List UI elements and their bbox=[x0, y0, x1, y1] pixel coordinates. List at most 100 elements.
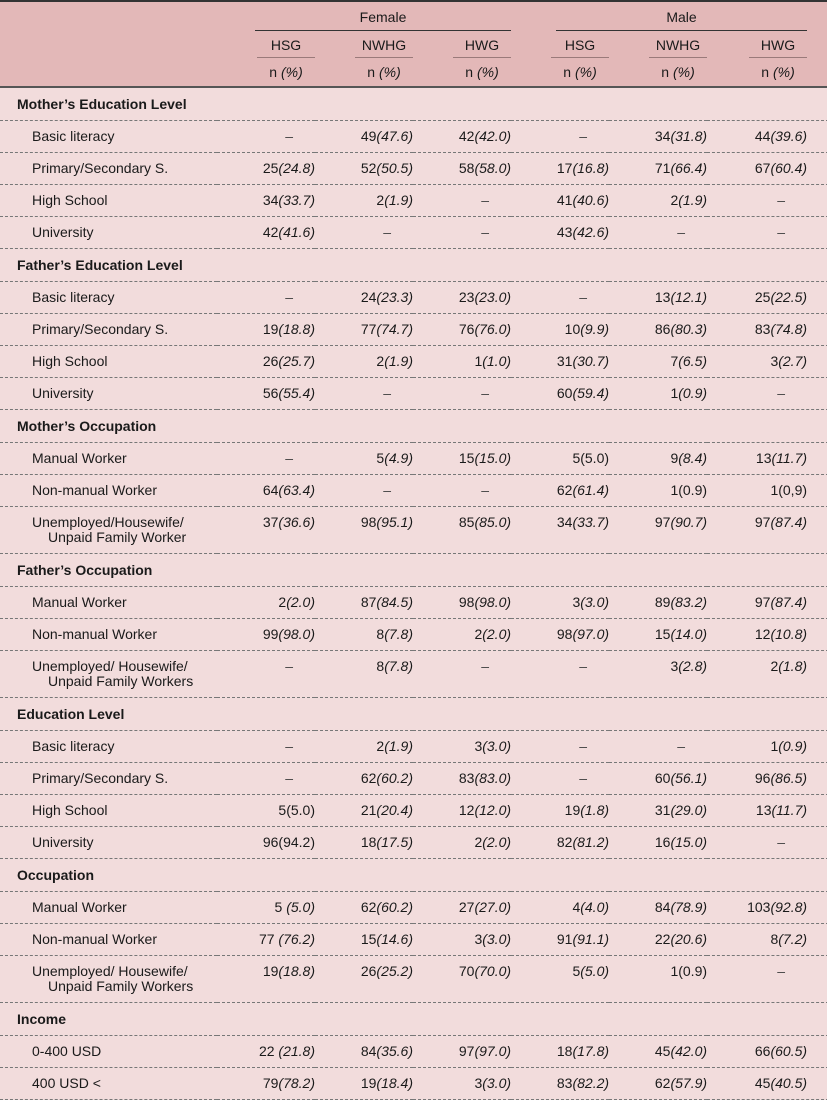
table-row: High School 5(5.0) 21(20.4) 12(12.0) 19(1.8)… bbox=[0, 795, 827, 827]
empty-value: – bbox=[481, 658, 490, 674]
percent-value: (1.0) bbox=[482, 353, 512, 369]
row-label: Unemployed/ Housewife/Unpaid Family Work… bbox=[0, 651, 217, 698]
percent-value: (40.6) bbox=[572, 192, 610, 208]
row-label-line: Unpaid Family Worker bbox=[48, 529, 187, 545]
count-value: 91 bbox=[556, 931, 573, 947]
table-cell: 18(17.8) bbox=[511, 1036, 609, 1068]
count-value: 45 bbox=[754, 1075, 771, 1091]
table-cell: 70(70.0) bbox=[413, 956, 511, 1003]
count-value: 70 bbox=[458, 963, 475, 979]
percent-value: (29.0) bbox=[670, 802, 708, 818]
table-cell: 3(3.0) bbox=[511, 587, 609, 619]
count-value: 3 bbox=[670, 658, 679, 674]
table-row: High School 26(25.7) 2(1.9) 1(1.0) 31(30.7) 7… bbox=[0, 346, 827, 378]
empty-value: – bbox=[579, 770, 588, 786]
percent-value: (27.0) bbox=[474, 899, 512, 915]
section-title: Father’s Occupation bbox=[17, 562, 153, 578]
count-value: 19 bbox=[262, 321, 279, 337]
percent-value: (10.8) bbox=[770, 626, 808, 642]
table-cell: 8(7.2) bbox=[707, 924, 827, 956]
count-value: 66 bbox=[754, 1043, 771, 1059]
table-row: University 42(41.6) – – 43(42.6) – – bbox=[0, 217, 827, 249]
table-cell: 19(18.8) bbox=[217, 314, 315, 346]
table-row: University 96(94.2) 18(17.5) 2(2.0) 82(81.2)… bbox=[0, 827, 827, 859]
table-cell: 27(27.0) bbox=[413, 892, 511, 924]
table-cell: 83(83.0) bbox=[413, 763, 511, 795]
table-cell: 26(25.2) bbox=[315, 956, 413, 1003]
section-header-row: Mother’s Occupation bbox=[0, 410, 827, 443]
row-label-line: Non-manual Worker bbox=[32, 482, 158, 498]
percent-value: (18.8) bbox=[278, 321, 315, 337]
count-value: 3 bbox=[474, 738, 483, 754]
row-label-line: Non-manual Worker bbox=[32, 931, 158, 947]
percent-value: (60.2) bbox=[376, 899, 413, 915]
table-cell: 31(29.0) bbox=[609, 795, 707, 827]
percent-value: (5.0) bbox=[580, 450, 610, 466]
table-cell: – bbox=[707, 827, 827, 859]
table-cell: 82(81.2) bbox=[511, 827, 609, 859]
table-cell: 87(84.5) bbox=[315, 587, 413, 619]
subgroup-header: HSG bbox=[551, 31, 610, 58]
table-cell: 1(0.9) bbox=[609, 378, 707, 410]
table-cell: 89(83.2) bbox=[609, 587, 707, 619]
table-row: Manual Worker –5(4.9) 15(15.0) 5(5.0) 9(8.4)… bbox=[0, 443, 827, 475]
percent-value: (59.4) bbox=[572, 385, 610, 401]
count-value: 87 bbox=[360, 594, 377, 610]
count-value: 2 bbox=[278, 594, 287, 610]
percent-value: (47.6) bbox=[376, 128, 413, 144]
table-cell: 77(74.7) bbox=[315, 314, 413, 346]
count-value: 3 bbox=[770, 353, 779, 369]
count-value: 62 bbox=[360, 770, 377, 786]
table-row: Basic literacy –24(23.3) 23(23.0) –13(12.1)… bbox=[0, 282, 827, 314]
percent-value: (18.8) bbox=[278, 963, 315, 979]
percent-value: (31.8) bbox=[670, 128, 708, 144]
row-label-line: High School bbox=[32, 802, 108, 818]
percent-value: (35.6) bbox=[376, 1043, 413, 1059]
table-cell: 2(1.8) bbox=[707, 651, 827, 698]
count-value: 67 bbox=[754, 160, 771, 176]
count-value: 13 bbox=[755, 802, 772, 818]
unit-percent: (%) bbox=[574, 64, 597, 80]
row-label: University bbox=[0, 378, 217, 410]
table-cell: 42(42.0) bbox=[413, 121, 511, 153]
empty-value: – bbox=[481, 224, 490, 240]
row-label-line: University bbox=[32, 385, 94, 401]
table-cell: 3(2.7) bbox=[707, 346, 827, 378]
empty-value: – bbox=[285, 770, 293, 786]
table-cell: 85(85.0) bbox=[413, 507, 511, 554]
count-value: 49 bbox=[360, 128, 377, 144]
row-label: Primary/Secondary S. bbox=[0, 153, 217, 185]
table-cell: – bbox=[511, 651, 609, 698]
count-value: 23 bbox=[458, 289, 475, 305]
count-value: 89 bbox=[654, 594, 671, 610]
count-value: 84 bbox=[654, 899, 671, 915]
empty-value: – bbox=[777, 192, 786, 208]
percent-value: (85.0) bbox=[474, 514, 512, 530]
table-cell: – bbox=[315, 475, 413, 507]
table-cell: 2(1.9) bbox=[315, 185, 413, 217]
count-value: 25 bbox=[262, 160, 279, 176]
percent-value: (1.9) bbox=[384, 353, 413, 369]
percent-value: (1.9) bbox=[384, 192, 413, 208]
count-value: 9 bbox=[670, 450, 679, 466]
percent-value: (74.7) bbox=[376, 321, 413, 337]
count-value: 18 bbox=[556, 1043, 573, 1059]
row-label: Basic literacy bbox=[0, 282, 217, 314]
count-value: 56 bbox=[262, 385, 279, 401]
row-label: Basic literacy bbox=[0, 731, 217, 763]
percent-value: (2.0) bbox=[482, 626, 512, 642]
section-title: Occupation bbox=[17, 867, 95, 883]
percent-value: (17.8) bbox=[572, 1043, 610, 1059]
percent-value: (36.6) bbox=[278, 514, 315, 530]
table-cell: 22(20.6) bbox=[609, 924, 707, 956]
table-cell: 84(35.6) bbox=[315, 1036, 413, 1068]
unit-percent: (%) bbox=[476, 64, 499, 80]
count-value: 77 bbox=[258, 931, 279, 947]
empty-value: – bbox=[383, 482, 391, 498]
table-cell: 31(30.7) bbox=[511, 346, 609, 378]
percent-value: (3.0) bbox=[482, 738, 512, 754]
table-cell: 19(18.8) bbox=[217, 956, 315, 1003]
section-title: Mother’s Education Level bbox=[17, 96, 187, 112]
count-value: 12 bbox=[754, 626, 771, 642]
